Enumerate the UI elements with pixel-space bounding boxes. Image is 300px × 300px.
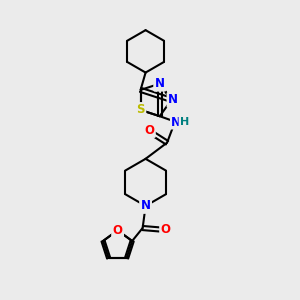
Text: N: N: [155, 77, 165, 90]
Text: O: O: [144, 124, 154, 136]
Text: H: H: [179, 117, 189, 127]
Text: S: S: [136, 103, 145, 116]
Text: O: O: [112, 224, 123, 237]
Text: O: O: [160, 223, 171, 236]
Text: N: N: [141, 200, 151, 212]
Text: N: N: [171, 116, 181, 129]
Text: N: N: [168, 93, 178, 106]
